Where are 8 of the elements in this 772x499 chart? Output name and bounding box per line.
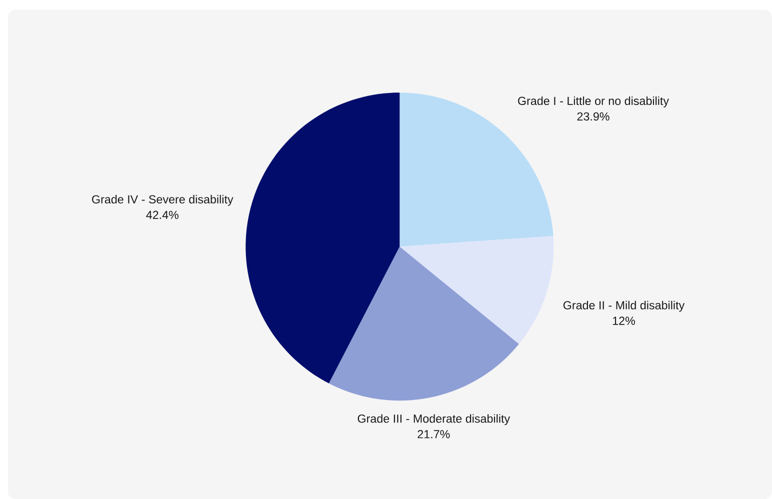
slice-label: Grade IV - Severe disability xyxy=(92,194,234,206)
data-label: 23.9% xyxy=(577,112,610,121)
slice-label: Grade I - Little or no disability xyxy=(518,96,669,108)
slice-label: Grade II - Mild disability xyxy=(563,300,685,312)
data-label: 12% xyxy=(612,316,635,325)
slice-label: Grade III - Moderate disability xyxy=(358,414,510,426)
data-label: 42.4% xyxy=(146,210,178,219)
data-label: 21.7% xyxy=(418,430,450,438)
